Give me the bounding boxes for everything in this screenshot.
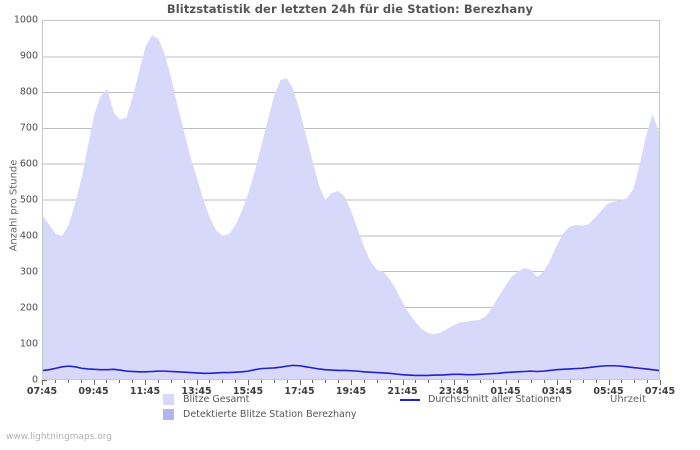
- x-tick-mark: [119, 380, 121, 383]
- x-tick-mark: [196, 380, 198, 385]
- y-tick-label: 300: [19, 266, 38, 278]
- x-tick-mark: [170, 380, 172, 383]
- x-tick-mark: [595, 380, 597, 383]
- x-tick-mark: [145, 380, 146, 385]
- y-axis-title: Anzahl pro Stunde: [8, 159, 20, 252]
- x-axis-ticks: 07:45 09:45 11:45 13:45 15:45 17:45 19:45 21:45…: [0, 380, 700, 402]
- x-tick-mark: [544, 380, 546, 383]
- x-tick-mark: [273, 380, 275, 383]
- x-tick-mark: [325, 380, 327, 383]
- x-tick-label: 15:45: [232, 386, 264, 397]
- y-tick-mark: [42, 379, 47, 381]
- x-tick-mark: [67, 380, 69, 383]
- x-tick-mark: [582, 380, 584, 383]
- legend-item-durchschnitt-aller-stationen: Durchschnitt aller Stationen: [400, 394, 561, 405]
- y-tick-label: 0: [31, 374, 38, 386]
- x-tick-label: 07:45: [644, 386, 676, 397]
- chart-legend: Blitze Gesamt Detektierte Blitze Station…: [0, 392, 700, 426]
- x-tick-mark: [428, 380, 430, 383]
- x-tick-mark: [209, 380, 211, 383]
- x-tick-mark: [608, 380, 610, 385]
- legend-label-detektierte-blitze-station: Detektierte Blitze Station Berezhany: [183, 409, 357, 420]
- x-tick-label: 21:45: [387, 386, 418, 397]
- y-tick-label: 500: [19, 194, 38, 206]
- x-tick-mark: [621, 380, 623, 383]
- x-tick-mark: [492, 380, 494, 383]
- x-tick-mark: [569, 380, 571, 383]
- x-tick-mark: [54, 380, 56, 383]
- x-tick-mark: [389, 380, 391, 383]
- legend-line-average-icon: [400, 398, 420, 401]
- x-tick-label: 01:45: [490, 386, 521, 397]
- x-tick-mark: [415, 380, 417, 383]
- plot-area: [42, 20, 660, 380]
- legend-label-blitze-gesamt: Blitze Gesamt: [183, 394, 250, 405]
- x-tick-label: 03:45: [541, 386, 573, 397]
- y-tick-label: 100: [19, 338, 38, 350]
- x-tick-mark: [479, 380, 481, 383]
- y-axis-ticks: 0 100 200 300 400 500 600 700 800 900 1000: [0, 15, 700, 386]
- x-tick-mark: [402, 380, 404, 385]
- plot-svg: [43, 35, 659, 379]
- y-tick-label: 900: [19, 50, 38, 62]
- x-tick-mark: [531, 380, 533, 383]
- x-tick-label: 13:45: [181, 386, 212, 397]
- x-axis-title: Uhrzeit: [610, 394, 646, 405]
- x-tick-mark: [647, 380, 649, 383]
- x-tick-mark: [42, 380, 43, 385]
- x-tick-mark: [454, 380, 455, 385]
- y-tick-label: 400: [19, 230, 38, 242]
- x-tick-mark: [260, 380, 262, 383]
- x-tick-mark: [299, 380, 301, 385]
- x-tick-mark: [466, 380, 468, 383]
- y-tick-label: 200: [19, 302, 38, 314]
- x-tick-mark: [505, 380, 507, 385]
- x-tick-mark: [351, 380, 352, 385]
- x-tick-label: 11:45: [129, 386, 161, 397]
- x-tick-label: 05:45: [593, 386, 624, 397]
- x-tick-mark: [132, 380, 134, 383]
- x-tick-mark: [183, 380, 185, 383]
- y-tick-label: 1000: [13, 14, 38, 26]
- legend-swatch-station-icon: [163, 409, 174, 420]
- x-tick-label: 23:45: [438, 386, 470, 397]
- x-tick-mark: [312, 380, 314, 383]
- legend-item-detektierte-blitze-station: Detektierte Blitze Station Berezhany: [163, 409, 356, 420]
- x-tick-mark: [80, 380, 82, 383]
- x-tick-mark: [235, 380, 237, 383]
- legend-label-durchschnitt-aller-stationen: Durchschnitt aller Stationen: [428, 394, 562, 405]
- area-blitze-gesamt: [43, 35, 659, 379]
- x-tick-mark: [248, 380, 249, 385]
- y-tick-label: 800: [19, 86, 38, 98]
- x-tick-label: 07:45: [26, 386, 58, 397]
- chart-title: Blitzstatistik der letzten 24h für die S…: [166, 2, 534, 16]
- x-tick-mark: [106, 380, 108, 383]
- x-tick-mark: [376, 380, 378, 383]
- legend-swatch-total-icon: [163, 394, 174, 405]
- x-tick-mark: [286, 380, 288, 383]
- footer-watermark: www.lightningmaps.org: [6, 432, 112, 442]
- line-durchschnitt-aller-stationen: [43, 364, 659, 377]
- x-tick-label: 09:45: [78, 386, 109, 397]
- x-tick-mark: [157, 380, 159, 383]
- x-tick-mark: [222, 380, 224, 383]
- x-tick-mark: [338, 380, 340, 383]
- x-tick-mark: [557, 380, 558, 385]
- legend-item-blitze-gesamt: Blitze Gesamt: [163, 394, 249, 405]
- x-tick-mark: [441, 380, 443, 383]
- x-tick-label: 19:45: [335, 386, 367, 397]
- x-tick-mark: [634, 380, 636, 383]
- x-tick-mark: [518, 380, 520, 383]
- y-tick-label: 700: [19, 122, 38, 134]
- x-tick-mark: [660, 380, 661, 385]
- x-tick-mark: [363, 380, 365, 383]
- x-tick-label: 17:45: [284, 386, 315, 397]
- y-tick-label: 600: [19, 158, 38, 170]
- x-tick-mark: [93, 380, 95, 385]
